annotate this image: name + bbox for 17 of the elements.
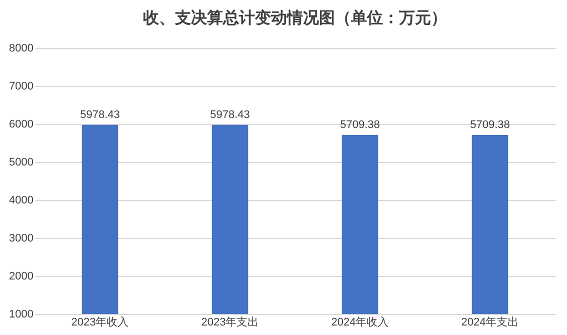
y-tick-label: 5000 xyxy=(9,156,34,168)
y-tick-label: 8000 xyxy=(9,42,34,54)
data-label: 5709.38 xyxy=(470,119,510,132)
chart-title: 收、支决算总计变动情况图（单位：万元） xyxy=(143,8,447,27)
x-tick-label: 2023年收入 xyxy=(71,316,129,328)
y-tick-label: 4000 xyxy=(9,194,34,206)
y-tick-label: 6000 xyxy=(9,118,34,130)
x-tick-label: 2024年支出 xyxy=(461,316,519,328)
y-tick-label: 2000 xyxy=(9,270,34,282)
y-tick-label: 1000 xyxy=(9,308,34,320)
y-tick-label: 3000 xyxy=(9,232,34,244)
data-label: 5709.38 xyxy=(340,119,380,132)
data-label: 5978.43 xyxy=(80,108,120,121)
x-tick-label: 2024年收入 xyxy=(331,316,389,328)
data-label: 5978.43 xyxy=(210,108,250,121)
y-tick-label: 7000 xyxy=(9,80,34,92)
x-tick-label: 2023年支出 xyxy=(201,316,259,328)
